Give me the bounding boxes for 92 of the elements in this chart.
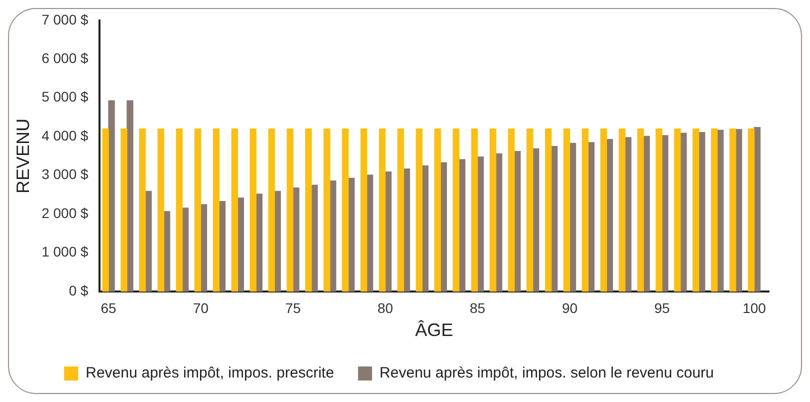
bar: [145, 190, 152, 292]
x-tick-label: 80: [377, 300, 394, 316]
bar: [698, 132, 706, 292]
y-tick-label: 3 000 $: [42, 166, 89, 182]
bar: [324, 128, 330, 292]
bar: [618, 128, 626, 292]
bar: [569, 142, 576, 292]
bar: [729, 128, 736, 292]
bar: [532, 148, 540, 292]
y-tick-label: 2 000 $: [42, 204, 89, 221]
bar: [582, 128, 589, 292]
bar: [606, 139, 613, 292]
bar: [416, 128, 422, 292]
bar: [330, 180, 336, 292]
bar: [164, 211, 170, 292]
bar: [256, 194, 262, 292]
bar: [120, 128, 128, 292]
bar: [342, 128, 349, 292]
bar: [108, 100, 115, 292]
x-axis-title: ÂGE: [415, 320, 454, 340]
x-tick-label: 90: [562, 300, 578, 316]
bar: [477, 156, 484, 292]
x-tick-label: 75: [285, 300, 302, 316]
x-tick-label: 100: [742, 300, 766, 316]
legend-label: Revenu après impôt, impos. prescrite: [86, 364, 334, 382]
bar: [102, 128, 109, 292]
bar: [637, 128, 644, 292]
bar: [508, 128, 515, 292]
x-tick-label: 85: [470, 300, 486, 316]
bar: [490, 128, 496, 292]
bar: [212, 128, 220, 292]
bar: [366, 174, 374, 292]
bar: [748, 128, 755, 292]
bar: [458, 159, 466, 292]
bar: [624, 137, 632, 292]
y-axis-title: REVENU: [12, 118, 33, 194]
bar: [735, 128, 742, 292]
bar: [754, 127, 761, 292]
bar: [440, 162, 447, 292]
bar: [514, 151, 521, 292]
x-tick-label: 65: [100, 300, 117, 316]
bar: [218, 201, 226, 292]
bar: [397, 128, 404, 292]
bar: [139, 128, 146, 292]
bar: [643, 136, 650, 292]
bar: [126, 100, 134, 292]
bar: [526, 128, 534, 292]
bar: [550, 146, 558, 292]
bar: [563, 128, 570, 292]
x-tick-label: 70: [192, 300, 209, 316]
bar: [378, 128, 386, 292]
bar: [452, 128, 460, 292]
bar: [471, 128, 478, 292]
bar: [674, 128, 681, 292]
bar: [360, 128, 368, 292]
bar: [656, 128, 662, 292]
bar: [305, 128, 312, 292]
bar: [311, 184, 318, 292]
bar: [194, 128, 202, 292]
bar: [544, 128, 552, 292]
bar: [274, 190, 281, 292]
bar: [717, 130, 724, 292]
bar: [176, 128, 183, 292]
bar: [286, 128, 294, 292]
y-tick-label: 6 000 $: [42, 50, 89, 66]
bar: [384, 172, 392, 292]
bar: [600, 128, 607, 292]
bar: [158, 128, 164, 292]
bar: [250, 128, 256, 292]
bar: [182, 208, 189, 292]
bar: [292, 187, 300, 292]
bar: [711, 128, 718, 292]
bar: [200, 204, 208, 292]
y-tick-label: 4 000 $: [42, 127, 89, 144]
x-tick-label: 95: [654, 300, 670, 316]
bar: [692, 128, 700, 292]
bar: [680, 132, 687, 292]
bar: [496, 153, 502, 292]
bar: [588, 142, 595, 292]
bar: [422, 165, 428, 292]
bar: [434, 128, 441, 292]
bar: [268, 128, 275, 292]
bar: [403, 168, 410, 292]
bar: [348, 178, 355, 292]
y-tick-label: 7 000 $: [42, 11, 89, 28]
y-tick-label: 1 000 $: [42, 244, 89, 260]
bar: [237, 198, 244, 292]
bar: [662, 135, 668, 292]
y-tick-label: 5 000 $: [42, 88, 89, 105]
bar: [231, 128, 238, 292]
y-tick-label: 0 $: [68, 282, 89, 298]
legend-label: Revenu après impôt, impos. selon le revenu couru: [380, 364, 714, 382]
